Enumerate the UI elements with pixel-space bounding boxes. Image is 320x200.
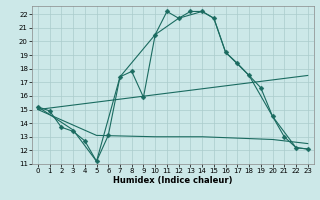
- X-axis label: Humidex (Indice chaleur): Humidex (Indice chaleur): [113, 176, 233, 185]
